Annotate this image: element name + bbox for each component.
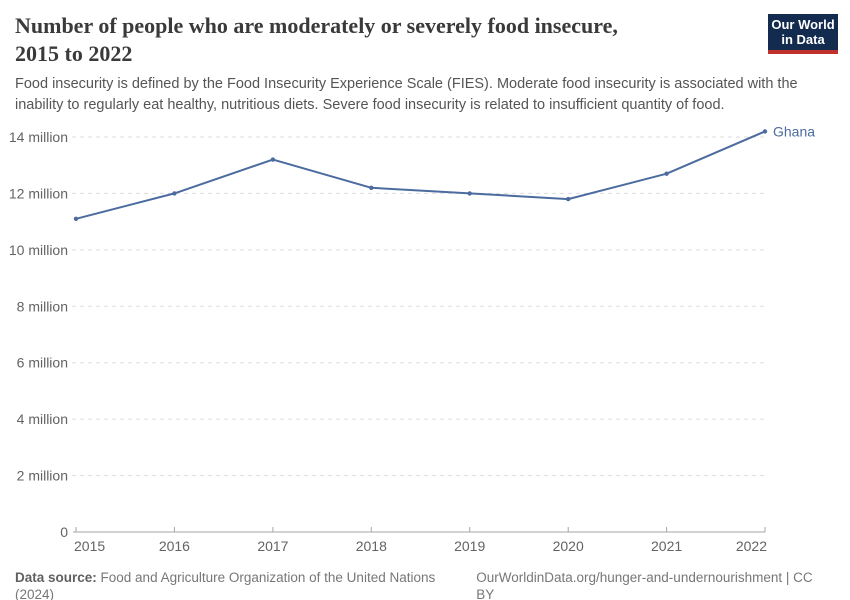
- y-axis-label: 2 million: [17, 468, 68, 484]
- y-axis-label: 14 million: [9, 129, 68, 145]
- owid-logo[interactable]: Our World in Data: [768, 14, 838, 54]
- x-axis-label: 2019: [454, 538, 485, 554]
- y-axis-label: 12 million: [9, 185, 68, 201]
- data-point: [73, 216, 79, 221]
- data-source-text: Data source: Food and Agriculture Organi…: [15, 570, 436, 600]
- x-axis-label: 2022: [736, 538, 767, 554]
- data-point: [566, 196, 571, 202]
- series-end-label[interactable]: Ghana: [773, 123, 815, 139]
- data-point: [664, 171, 669, 176]
- x-axis-label: 2021: [651, 538, 682, 554]
- y-axis-label: 4 million: [17, 411, 68, 427]
- x-axis-label: 2016: [159, 538, 190, 554]
- owid-logo-line2: in Data: [781, 32, 825, 47]
- data-point: [762, 129, 768, 134]
- chart-subtitle: Food insecurity is defined by the Food I…: [15, 76, 798, 113]
- x-axis-label: 2020: [553, 538, 584, 554]
- chart-footer: Data source: Food and Agriculture Organi…: [15, 569, 833, 600]
- data-source-label: Data source:: [15, 570, 97, 585]
- data-point: [172, 191, 177, 196]
- y-axis-label: 8 million: [17, 298, 68, 314]
- x-axis-label: 2017: [257, 538, 288, 554]
- footer-link[interactable]: OurWorldinData.org/hunger-and-undernouri…: [476, 570, 813, 600]
- data-point: [369, 185, 374, 190]
- chart-svg: 0 2 million 4 million 6 million 8 million 10 …: [9, 123, 815, 554]
- page-title: Number of people who are moderately or s…: [15, 13, 618, 66]
- x-axis-label: 2018: [356, 538, 387, 554]
- series-line-ghana: [75, 130, 766, 220]
- x-axis-label: 2015: [74, 538, 105, 554]
- data-point: [467, 191, 472, 196]
- y-axis-label: 10 million: [9, 242, 68, 258]
- data-point: [270, 157, 276, 162]
- owid-logo-line1: Our World: [771, 17, 835, 32]
- y-axis-label: 0: [60, 524, 68, 540]
- y-axis-label: 6 million: [17, 355, 68, 371]
